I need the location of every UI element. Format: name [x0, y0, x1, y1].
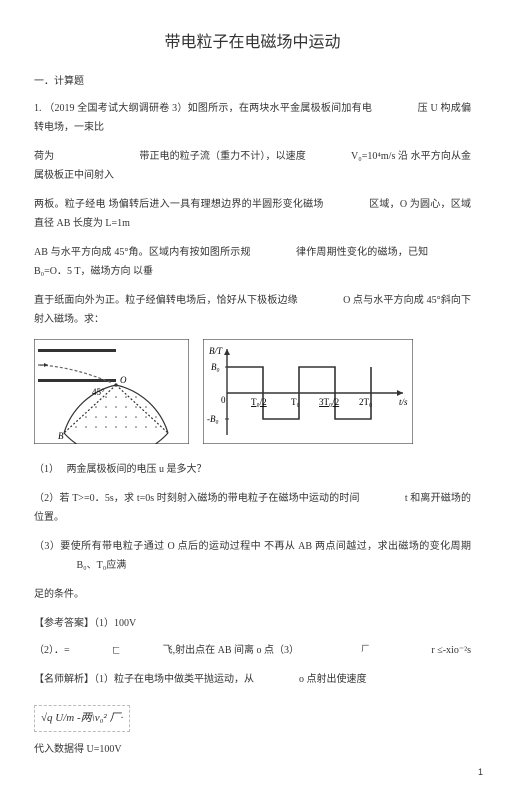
parse-label: 【名师解析】（1）粒子在电场中做类平抛运动，从 o 点射出使速度: [34, 670, 471, 689]
q-text: 律作周期性变化的磁场，已知: [296, 247, 428, 258]
q-text: （2019 全国考试大纲调研卷 3）如图所示，在两块水平金属极板间加有电: [44, 103, 372, 114]
parse-text: 【名师解析】（1）粒子在电场中做类平抛运动，从: [34, 674, 254, 685]
svg-text:45°: 45°: [92, 387, 105, 397]
axis-label: t/s: [399, 397, 408, 407]
question-line: 直于纸面向外为正。粒子经偏转电场后，恰好从下极板边缘 O 点与水平方向成 45°…: [34, 291, 471, 329]
tick-label: 2T₀: [359, 397, 372, 407]
q-text: 带正电的粒子流（重力不计），以速度: [139, 151, 305, 162]
q-text: 直于纸面向外为正。粒子经偏转电场后，恰好从下极板边缘: [34, 295, 298, 306]
answer-line: （2）．= 匚 飞,射出点在 AB 间离 o 点（3） 厂 r ≤-xio⁻²s: [34, 641, 471, 660]
sub-text: （3）要使所有带电粒子通过 O 点后的运动过程中 不再从 AB 两点间越过，求出…: [34, 541, 471, 552]
tick-label: T₀: [291, 397, 300, 407]
final-answer: 代入数据得 U=100V: [34, 740, 471, 759]
tick-label: 3T₀/2: [319, 397, 339, 407]
q-text: B₀=O．5 T，磁场方向 以垂: [34, 266, 153, 277]
ans-text: （2）．=: [34, 645, 70, 656]
sub-text: （2）若 T>=0．5s，求 t=0s 时刻射入磁场的带电粒子在磁场中运动的时间: [34, 493, 360, 504]
svg-text:O: O: [120, 375, 127, 385]
page-number: 1: [478, 764, 483, 781]
sub-question: 足的条件。: [34, 585, 471, 604]
q-number: 1.: [34, 103, 42, 114]
axis-label: B/T: [209, 346, 223, 356]
svg-text:0: 0: [221, 395, 226, 405]
tick-label: -B₀: [207, 414, 219, 424]
ans-text: 飞,射出点在 AB 间离 o 点（3）: [163, 645, 299, 656]
sub-question: （1） 两金属极板间的电压 u 是多大？: [34, 460, 471, 479]
svg-text:B: B: [58, 431, 64, 441]
ans-text: r ≤-xio⁻²s: [431, 641, 471, 660]
page-title: 带电粒子在电磁场中运动: [34, 28, 471, 58]
tick-label: B₀: [211, 362, 220, 372]
formula: √q U/m -两\v₀² 厂·: [34, 705, 130, 732]
parse-text: o 点射出使速度: [299, 674, 367, 685]
answer-label: 【参考答案】（1）100V: [34, 614, 471, 633]
q-text: 荷为: [34, 151, 54, 162]
sub-num: （1）: [34, 464, 59, 475]
question-line: 荷为 带正电的粒子流（重力不计），以速度 V₀=10⁴m/s 沿 水平方向从金属…: [34, 147, 471, 185]
figure-magnetic-field-graph: B/T t/s B₀ -B₀ 0 T₀/2 T₀ 3T₀/2 2T₀: [203, 339, 413, 444]
figure-semicircle-diagram: O B 45°: [34, 339, 189, 444]
question-line: 1. （2019 全国考试大纲调研卷 3）如图所示，在两块水平金属极板间加有电 …: [34, 99, 471, 137]
sub-text: 两金属极板间的电压 u 是多大？: [67, 464, 207, 475]
question-line: 两板。粒子经电 场偏转后进入一具有理想边界的半圆形变化磁场 区域，O 为圆心，区…: [34, 195, 471, 233]
q-text: 两板。粒子经电 场偏转后进入一具有理想边界的半圆形变化磁场: [34, 199, 324, 210]
tick-label: T₀/2: [251, 397, 267, 407]
sub-question: （2）若 T>=0．5s，求 t=0s 时刻射入磁场的带电粒子在磁场中运动的时间…: [34, 489, 471, 527]
formula-text: √q U/m -两\v₀² 厂·: [41, 712, 123, 724]
q-text: AB 与水平方向成 45°角。区域内有按如图所示规: [34, 247, 251, 258]
section-heading: 一．计算题: [34, 72, 471, 91]
sub-question: （3）要使所有带电粒子通过 O 点后的运动过程中 不再从 AB 两点间越过，求出…: [34, 537, 471, 575]
sub-text: B₀、T₀应满: [77, 560, 127, 571]
question-line: AB 与水平方向成 45°角。区域内有按如图所示规 律作周期性变化的磁场，已知 …: [34, 243, 471, 281]
sub-text: 足的条件。: [34, 589, 84, 600]
